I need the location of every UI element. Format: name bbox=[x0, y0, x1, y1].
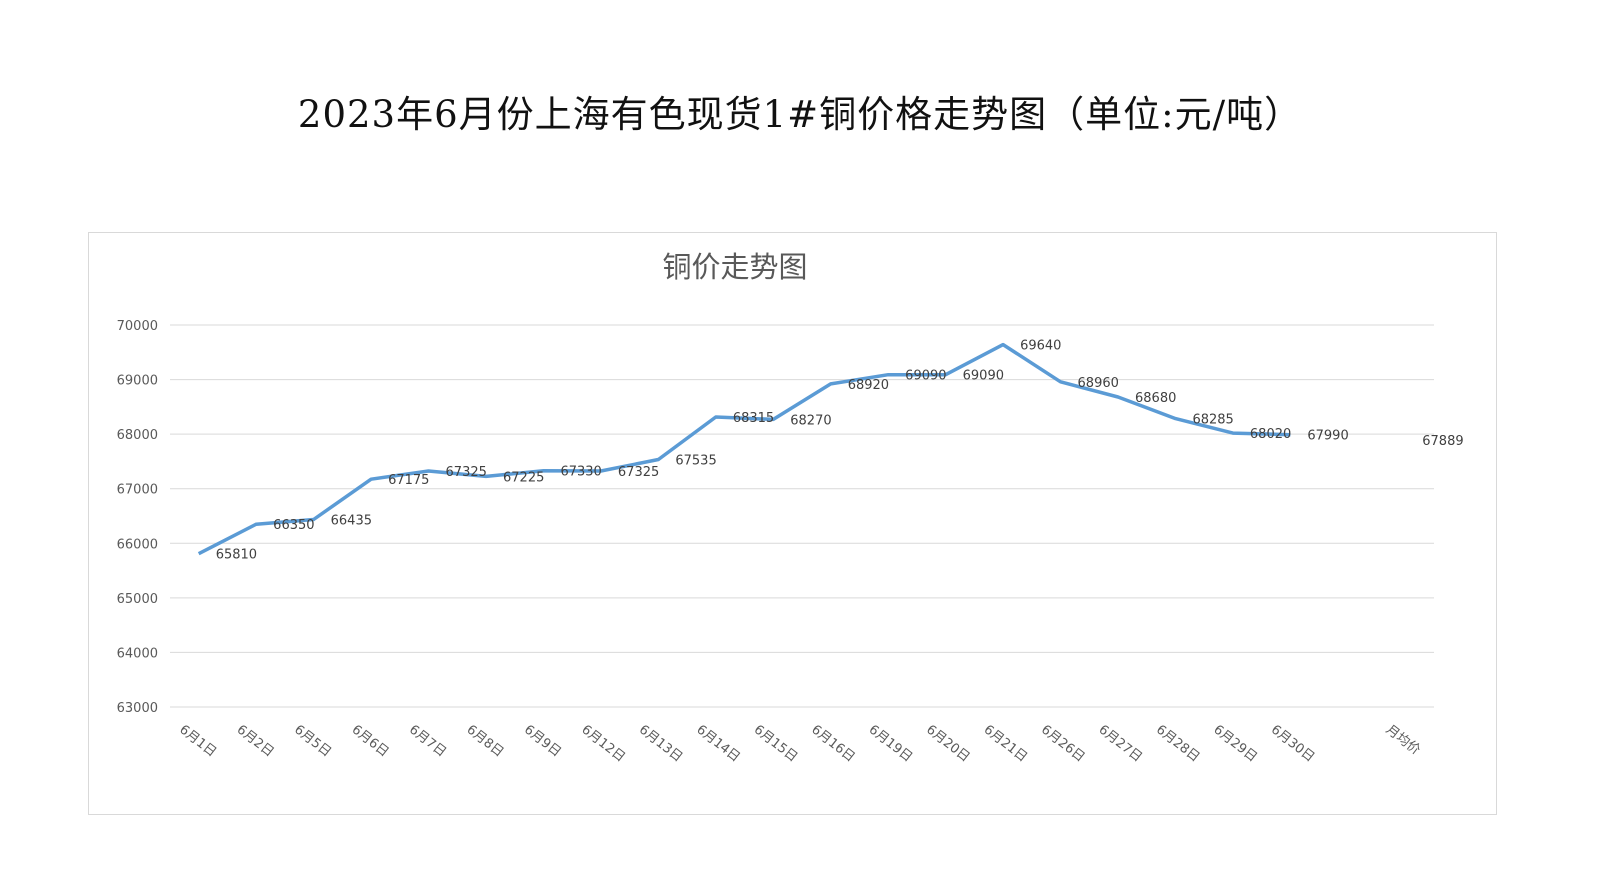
x-category-label: 6月27日 bbox=[1096, 722, 1145, 765]
chart-frame: 铜价走势图 63000 64000 65000 66000 67000 68000 6900… bbox=[88, 232, 1497, 815]
data-label: 65810 bbox=[216, 548, 257, 563]
data-label: 68020 bbox=[1250, 427, 1291, 442]
data-label: 68680 bbox=[1135, 391, 1176, 406]
data-label: 68315 bbox=[733, 411, 774, 426]
data-label: 67889 bbox=[1422, 434, 1463, 449]
data-label: 67175 bbox=[388, 473, 429, 488]
series-line-layer bbox=[197, 342, 1291, 556]
data-label: 68285 bbox=[1192, 413, 1233, 428]
x-category-label: 6月1日 bbox=[176, 722, 219, 760]
x-category-label: 6月14日 bbox=[693, 722, 742, 765]
x-category-label: 6月19日 bbox=[866, 722, 915, 765]
grid bbox=[170, 324, 1434, 708]
x-category-label: 6月5日 bbox=[291, 722, 334, 760]
x-category-label: 6月21日 bbox=[981, 722, 1030, 765]
x-category-label: 6月9日 bbox=[521, 722, 564, 760]
y-tick-label: 69000 bbox=[117, 374, 158, 389]
y-tick-label: 68000 bbox=[117, 428, 158, 443]
y-tick-label: 65000 bbox=[117, 592, 158, 607]
x-axis-categories: 6月1日 6月2日 6月5日 6月6日 6月7日 6月8日 6月9日 6月12日 6月13日 6月… bbox=[176, 722, 1423, 765]
y-tick-label: 70000 bbox=[117, 319, 158, 334]
data-label: 68920 bbox=[848, 378, 889, 393]
data-label: 69090 bbox=[905, 369, 946, 384]
x-category-label: 6月20日 bbox=[923, 722, 972, 765]
x-category-label: 6月26日 bbox=[1038, 722, 1087, 765]
data-label: 67535 bbox=[675, 454, 716, 469]
x-category-label: 6月16日 bbox=[808, 722, 857, 765]
x-category-label: 6月2日 bbox=[234, 722, 277, 760]
data-label: 67990 bbox=[1307, 429, 1348, 444]
y-tick-label: 67000 bbox=[117, 483, 158, 498]
data-label: 67330 bbox=[560, 465, 601, 480]
chart-title: 铜价走势图 bbox=[662, 250, 807, 284]
data-label: 68960 bbox=[1078, 376, 1119, 391]
x-category-label: 6月15日 bbox=[751, 722, 800, 765]
data-label: 68270 bbox=[790, 413, 831, 428]
x-category-label: 6月30日 bbox=[1268, 722, 1317, 765]
data-label: 66435 bbox=[331, 514, 372, 529]
data-label: 67225 bbox=[503, 470, 544, 485]
y-axis-ticks: 63000 64000 65000 66000 67000 68000 69000 70000 bbox=[117, 319, 158, 716]
y-tick-label: 64000 bbox=[117, 646, 158, 661]
data-label: 66350 bbox=[273, 518, 314, 533]
x-category-label: 月均价 bbox=[1383, 722, 1423, 758]
x-category-label: 6月29日 bbox=[1210, 722, 1259, 765]
y-tick-label: 63000 bbox=[117, 701, 158, 716]
page-title: 2023年6月份上海有色现货1#铜价格走势图（单位:元/吨） bbox=[297, 93, 1303, 136]
data-label: 69640 bbox=[1020, 339, 1061, 354]
x-category-label: 6月13日 bbox=[636, 722, 685, 765]
data-label: 69090 bbox=[963, 369, 1004, 384]
data-label: 67325 bbox=[446, 465, 487, 480]
line-chart: 铜价走势图 63000 64000 65000 66000 67000 68000 6900… bbox=[117, 250, 1464, 765]
x-category-label: 6月28日 bbox=[1153, 722, 1202, 765]
series-line bbox=[197, 342, 1291, 556]
data-label: 67325 bbox=[618, 465, 659, 480]
x-category-label: 6月6日 bbox=[349, 722, 392, 760]
x-category-label: 6月7日 bbox=[406, 722, 449, 760]
x-category-label: 6月12日 bbox=[578, 722, 627, 765]
x-category-label: 6月8日 bbox=[464, 722, 507, 760]
y-tick-label: 66000 bbox=[117, 537, 158, 552]
data-labels: 65810 66350 66435 67175 67325 67225 67330 67325… bbox=[216, 339, 1464, 563]
